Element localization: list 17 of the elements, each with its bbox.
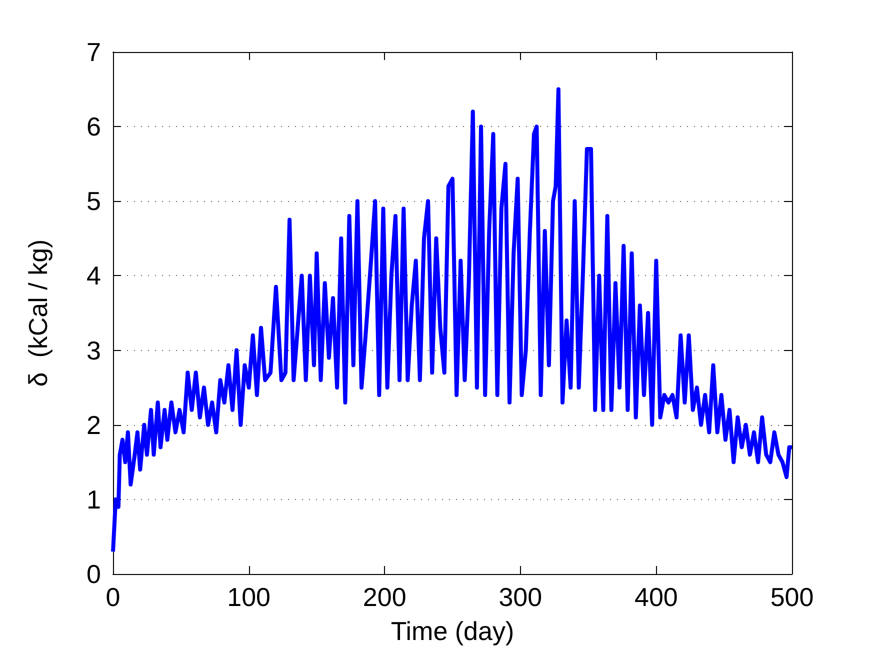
y-tick-label: 2 [86, 410, 101, 440]
y-tick-label: 4 [86, 260, 101, 291]
y-tick-label: 3 [86, 335, 101, 366]
x-tick-label: 100 [227, 582, 270, 612]
y-tick-label: 5 [86, 186, 101, 216]
y-tick-label: 7 [86, 37, 101, 67]
y-tick-label: 0 [86, 559, 101, 589]
x-tick-label: 400 [634, 582, 678, 612]
x-tick-label: 200 [362, 582, 406, 612]
x-tick-label: 500 [770, 582, 814, 612]
y-tick-label: 1 [86, 484, 101, 514]
y-tick-label: 6 [86, 112, 101, 142]
x-axis-title: Time (day) [390, 616, 514, 646]
x-tick-label: 0 [106, 582, 120, 612]
x-tick-label: 300 [498, 582, 542, 612]
y-axis-title: δ (kCal / kg) [23, 239, 53, 387]
line-series [111, 87, 794, 554]
